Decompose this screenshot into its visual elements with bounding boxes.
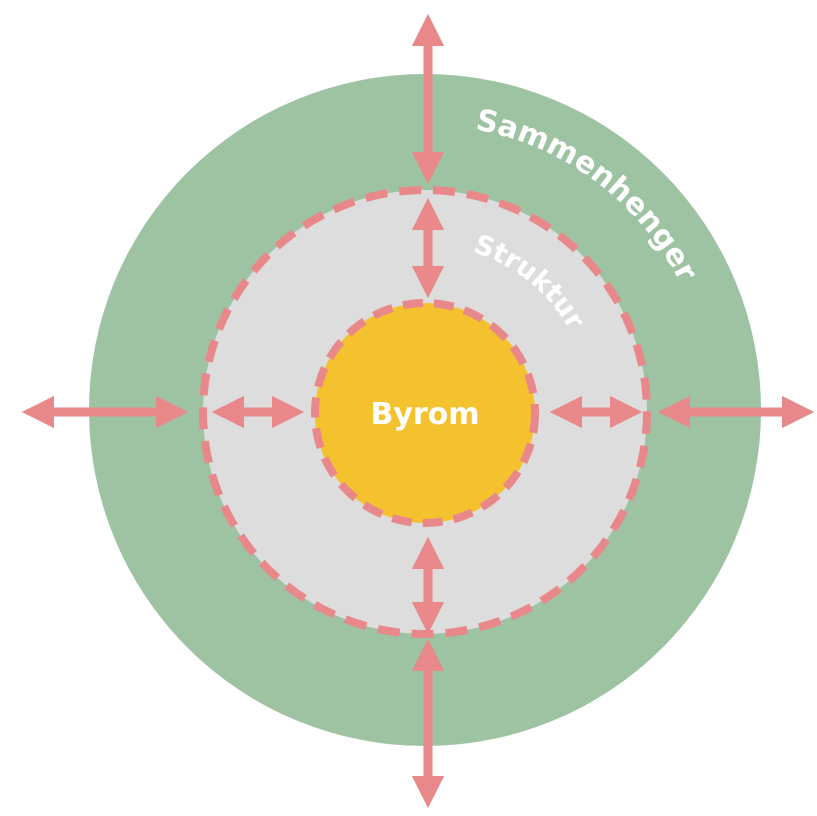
arrows xyxy=(21,13,815,809)
center-label: Byrom xyxy=(370,397,479,432)
center-circle xyxy=(311,299,539,527)
